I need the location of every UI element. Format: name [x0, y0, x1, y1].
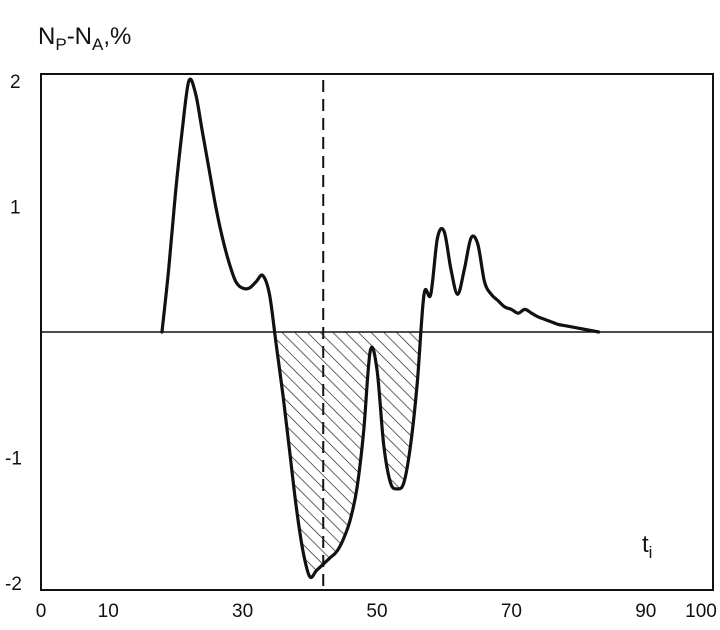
y-axis-ticks: 2 1 -1 -2: [5, 72, 22, 595]
y-axis-title: NP-NA,%: [38, 23, 131, 54]
series-line: [160, 77, 601, 580]
y-axis-title-suffix: ,%: [103, 23, 131, 50]
x-tick-label: 10: [98, 601, 119, 622]
x-tick-label: 100: [685, 601, 717, 622]
x-axis-ticks: 0 10 30 50 70 90 100: [36, 601, 717, 622]
y-axis-title-mid: -N: [67, 23, 92, 50]
y-tick-label: 2: [10, 72, 21, 93]
x-axis-title-main: t: [642, 531, 649, 558]
hatched-negative-area: [161, 332, 599, 578]
y-tick-label: -2: [5, 574, 22, 595]
x-tick-label: 90: [635, 601, 656, 622]
y-axis-title-sub1: P: [55, 35, 66, 54]
x-tick-label: 0: [36, 601, 47, 622]
x-tick-label: 50: [366, 601, 387, 622]
x-axis-title: ti: [642, 531, 652, 562]
y-tick-label: 1: [10, 198, 21, 219]
y-axis-title-sub2: A: [92, 35, 104, 54]
x-tick-label: 30: [232, 601, 253, 622]
y-axis-title-main: N: [38, 23, 55, 50]
y-tick-label: -1: [5, 449, 22, 470]
x-tick-label: 70: [501, 601, 522, 622]
x-axis-title-sub: i: [649, 543, 653, 562]
